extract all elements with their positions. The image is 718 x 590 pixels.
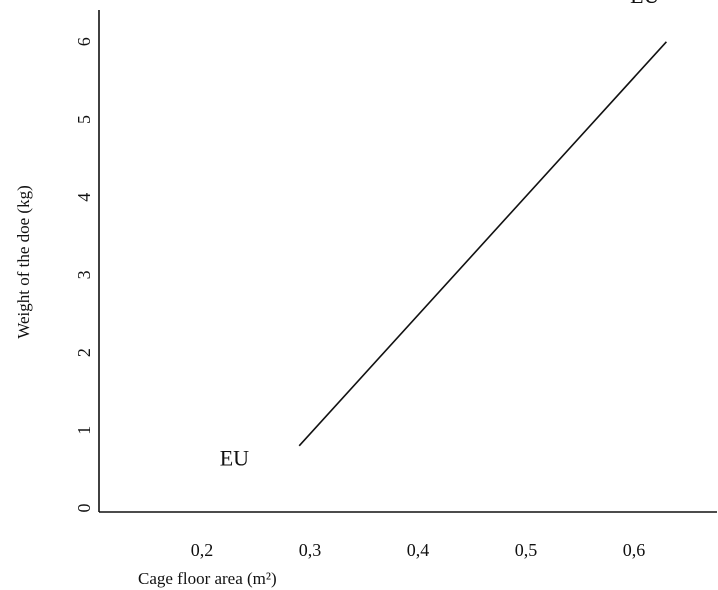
x-tick-label: 0,6 (623, 540, 646, 560)
x-axis-title: Cage floor area (m²) (138, 569, 277, 588)
y-tick-label: 5 (74, 115, 94, 124)
y-tick-label: 6 (74, 37, 94, 46)
series-line (298, 41, 667, 447)
y-axis-title: Weight of the doe (kg) (14, 185, 33, 338)
x-tick-labels: 0,2 0,3 0,4 0,5 0,6 (191, 540, 646, 560)
annotations: EU EU (220, 0, 660, 470)
y-tick-label: 4 (74, 193, 94, 202)
y-tick-label: 0 (74, 504, 94, 513)
y-tick-label: 2 (74, 348, 94, 357)
x-tick-label: 0,5 (515, 540, 538, 560)
series-lines (298, 41, 667, 447)
annotation-label: EU (630, 0, 659, 8)
x-tick-label: 0,3 (299, 540, 322, 560)
annotation-label: EU (220, 445, 249, 470)
x-tick-label: 0,2 (191, 540, 214, 560)
y-tick-label: 1 (74, 426, 94, 435)
y-tick-labels: 0 1 2 3 4 5 6 (74, 37, 94, 512)
x-tick-label: 0,4 (407, 540, 430, 560)
y-tick-label: 3 (74, 270, 94, 279)
